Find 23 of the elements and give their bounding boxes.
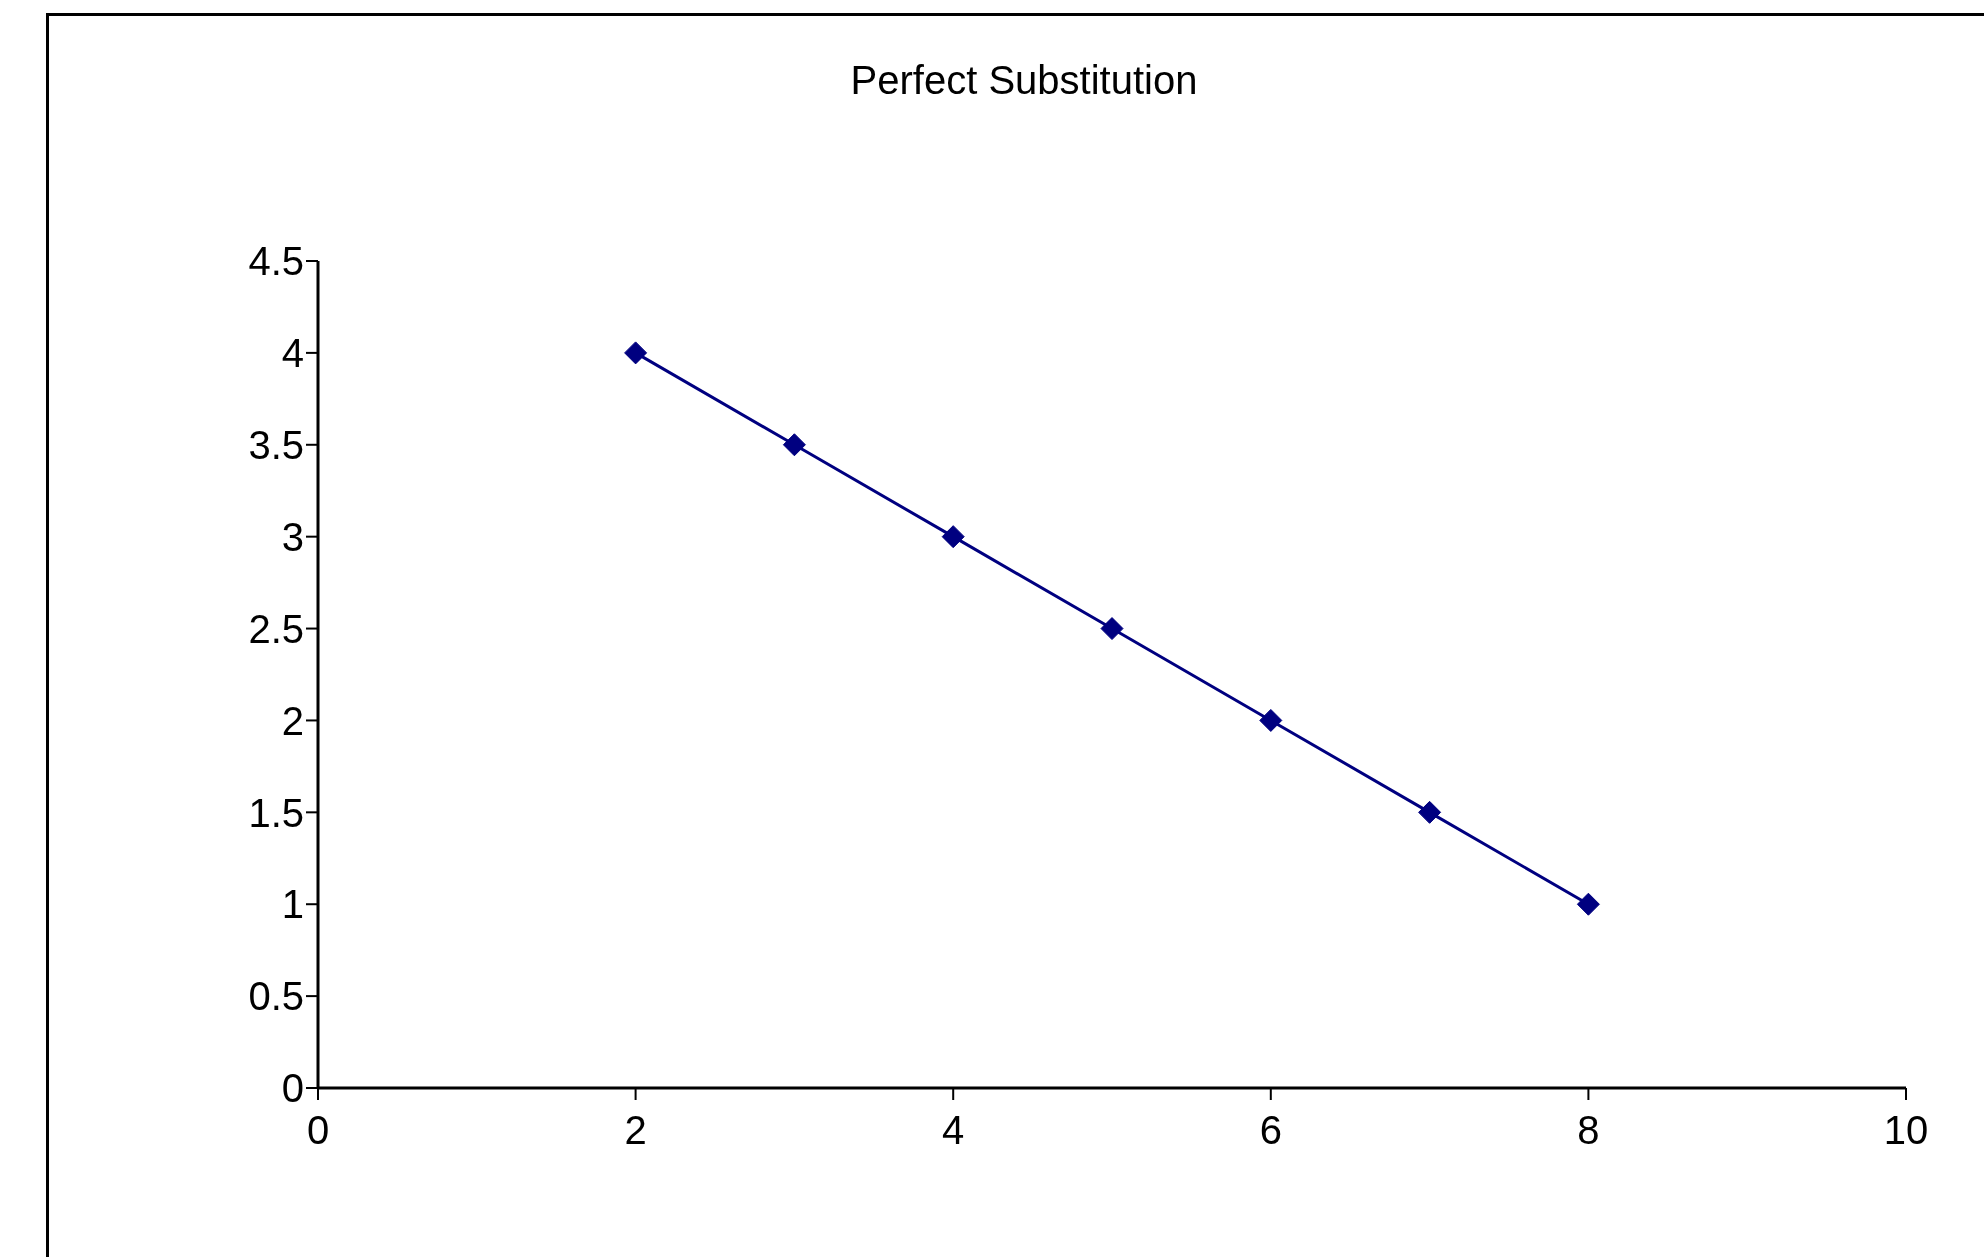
y-tick-label: 3.5	[248, 422, 304, 467]
y-tick-label: 0	[281, 1066, 304, 1111]
x-tick-label: 4	[942, 1108, 965, 1153]
y-tick-label: 1.5	[248, 790, 304, 835]
y-tick-label: 2.5	[248, 606, 304, 651]
point	[1418, 800, 1442, 824]
x-tick-label: 2	[624, 1108, 647, 1153]
point	[1100, 617, 1124, 641]
y-tick-label: 3	[281, 514, 304, 559]
point	[624, 341, 648, 365]
point	[1259, 708, 1283, 732]
point	[941, 525, 965, 549]
y-tick-label: 4	[281, 331, 304, 376]
x-tick-label: 8	[1577, 1108, 1600, 1153]
x-tick-label: 6	[1259, 1108, 1282, 1153]
chart-title: Perfect Substitution	[849, 58, 1199, 103]
y-tick-label: 4.5	[248, 239, 304, 284]
y-tick-label: 1	[281, 882, 304, 927]
x-tick-label: 10	[1883, 1108, 1929, 1153]
y-tick-label: 2	[281, 698, 304, 743]
point	[1576, 892, 1600, 916]
y-tick-label: 0.5	[248, 974, 304, 1019]
point	[782, 433, 806, 457]
